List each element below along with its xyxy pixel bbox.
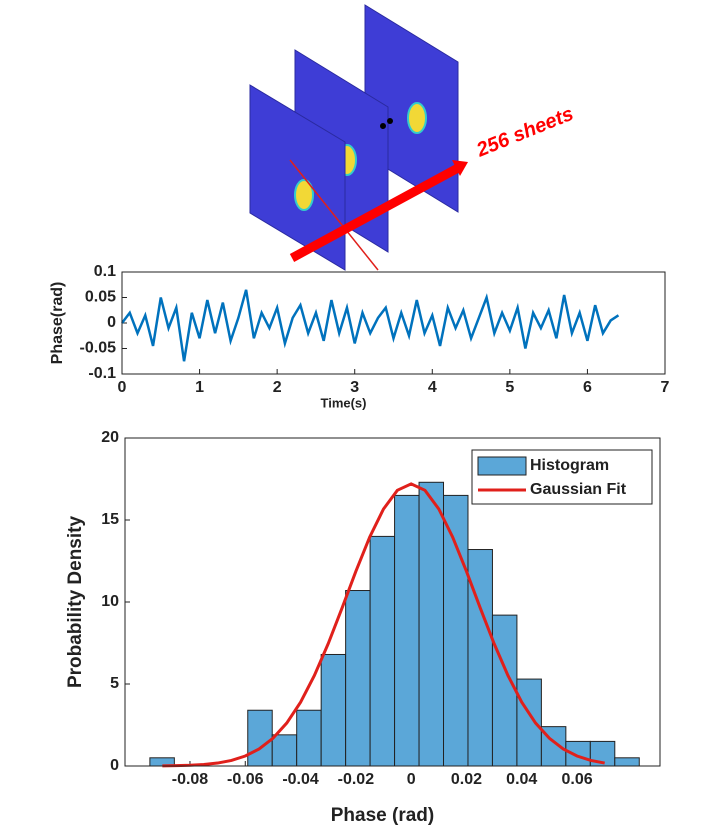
x-tick-label: -0.08 — [172, 771, 209, 788]
y-axis-label: Probability Density — [65, 516, 86, 689]
annotation: 256 sheets — [473, 103, 577, 162]
x-tick-label: 0 — [118, 379, 127, 396]
series-line — [121, 289, 620, 362]
x-tick-label: 6 — [583, 379, 592, 396]
x-tick-label: 0.04 — [506, 771, 537, 788]
histogram-bar — [296, 709, 322, 767]
legend-label: Gaussian Fit — [530, 481, 627, 498]
x-tick-label: 4 — [428, 379, 437, 396]
x-tick-label: 2 — [273, 379, 282, 396]
histogram-bar — [614, 757, 640, 767]
x-tick-label: 7 — [661, 379, 670, 396]
histogram-bar — [491, 614, 518, 767]
y-tick-label: -0.05 — [80, 340, 117, 357]
spot — [407, 102, 427, 134]
histogram-bar — [516, 678, 542, 767]
y-tick-label: 5 — [110, 675, 119, 692]
histogram-bar — [394, 494, 420, 767]
sheet — [249, 84, 346, 271]
x-tick-label: 5 — [505, 379, 514, 396]
x-tick-label: 0.06 — [561, 771, 592, 788]
histogram-bar — [369, 535, 396, 767]
x-tick-label: 0.02 — [451, 771, 482, 788]
y-tick-label: 0.1 — [94, 263, 116, 280]
histogram-bar — [565, 740, 591, 767]
y-tick-label: 15 — [101, 511, 119, 528]
legend-label: Histogram — [530, 457, 609, 474]
histogram-bar — [247, 709, 273, 767]
x-tick-label: -0.06 — [227, 771, 264, 788]
x-tick-label: 1 — [195, 379, 204, 396]
y-tick-label: 10 — [101, 593, 119, 610]
y-tick-label: 0 — [107, 314, 116, 331]
histogram-bar — [418, 481, 445, 767]
x-axis-label: Phase (rad) — [331, 805, 434, 826]
histogram-bar — [345, 590, 371, 767]
arrow-head — [452, 160, 468, 176]
x-axis-label: Time(s) — [321, 395, 367, 410]
histogram-bar — [443, 494, 469, 767]
histogram-bar — [320, 653, 347, 767]
y-tick-label: -0.1 — [88, 365, 116, 382]
y-tick-label: 0.05 — [85, 289, 116, 306]
spot — [294, 179, 314, 211]
axes-box — [124, 437, 661, 767]
fit-curve — [162, 482, 605, 768]
arrow — [289, 164, 461, 262]
x-tick-label: 0 — [407, 771, 416, 788]
x-tick-label: 3 — [350, 379, 359, 396]
y-axis-label: Phase(rad) — [49, 282, 66, 365]
x-tick-label: -0.02 — [338, 771, 375, 788]
axes-box — [121, 271, 666, 375]
histogram-bar — [271, 734, 298, 767]
dot — [380, 123, 386, 129]
y-tick-label: 0 — [110, 757, 119, 774]
x-tick-label: -0.04 — [282, 771, 319, 788]
arrow — [289, 159, 379, 271]
legend-swatch — [477, 456, 527, 476]
dot — [387, 118, 393, 124]
y-tick-label: 20 — [101, 429, 119, 446]
illustration: 256 sheets — [249, 4, 577, 271]
